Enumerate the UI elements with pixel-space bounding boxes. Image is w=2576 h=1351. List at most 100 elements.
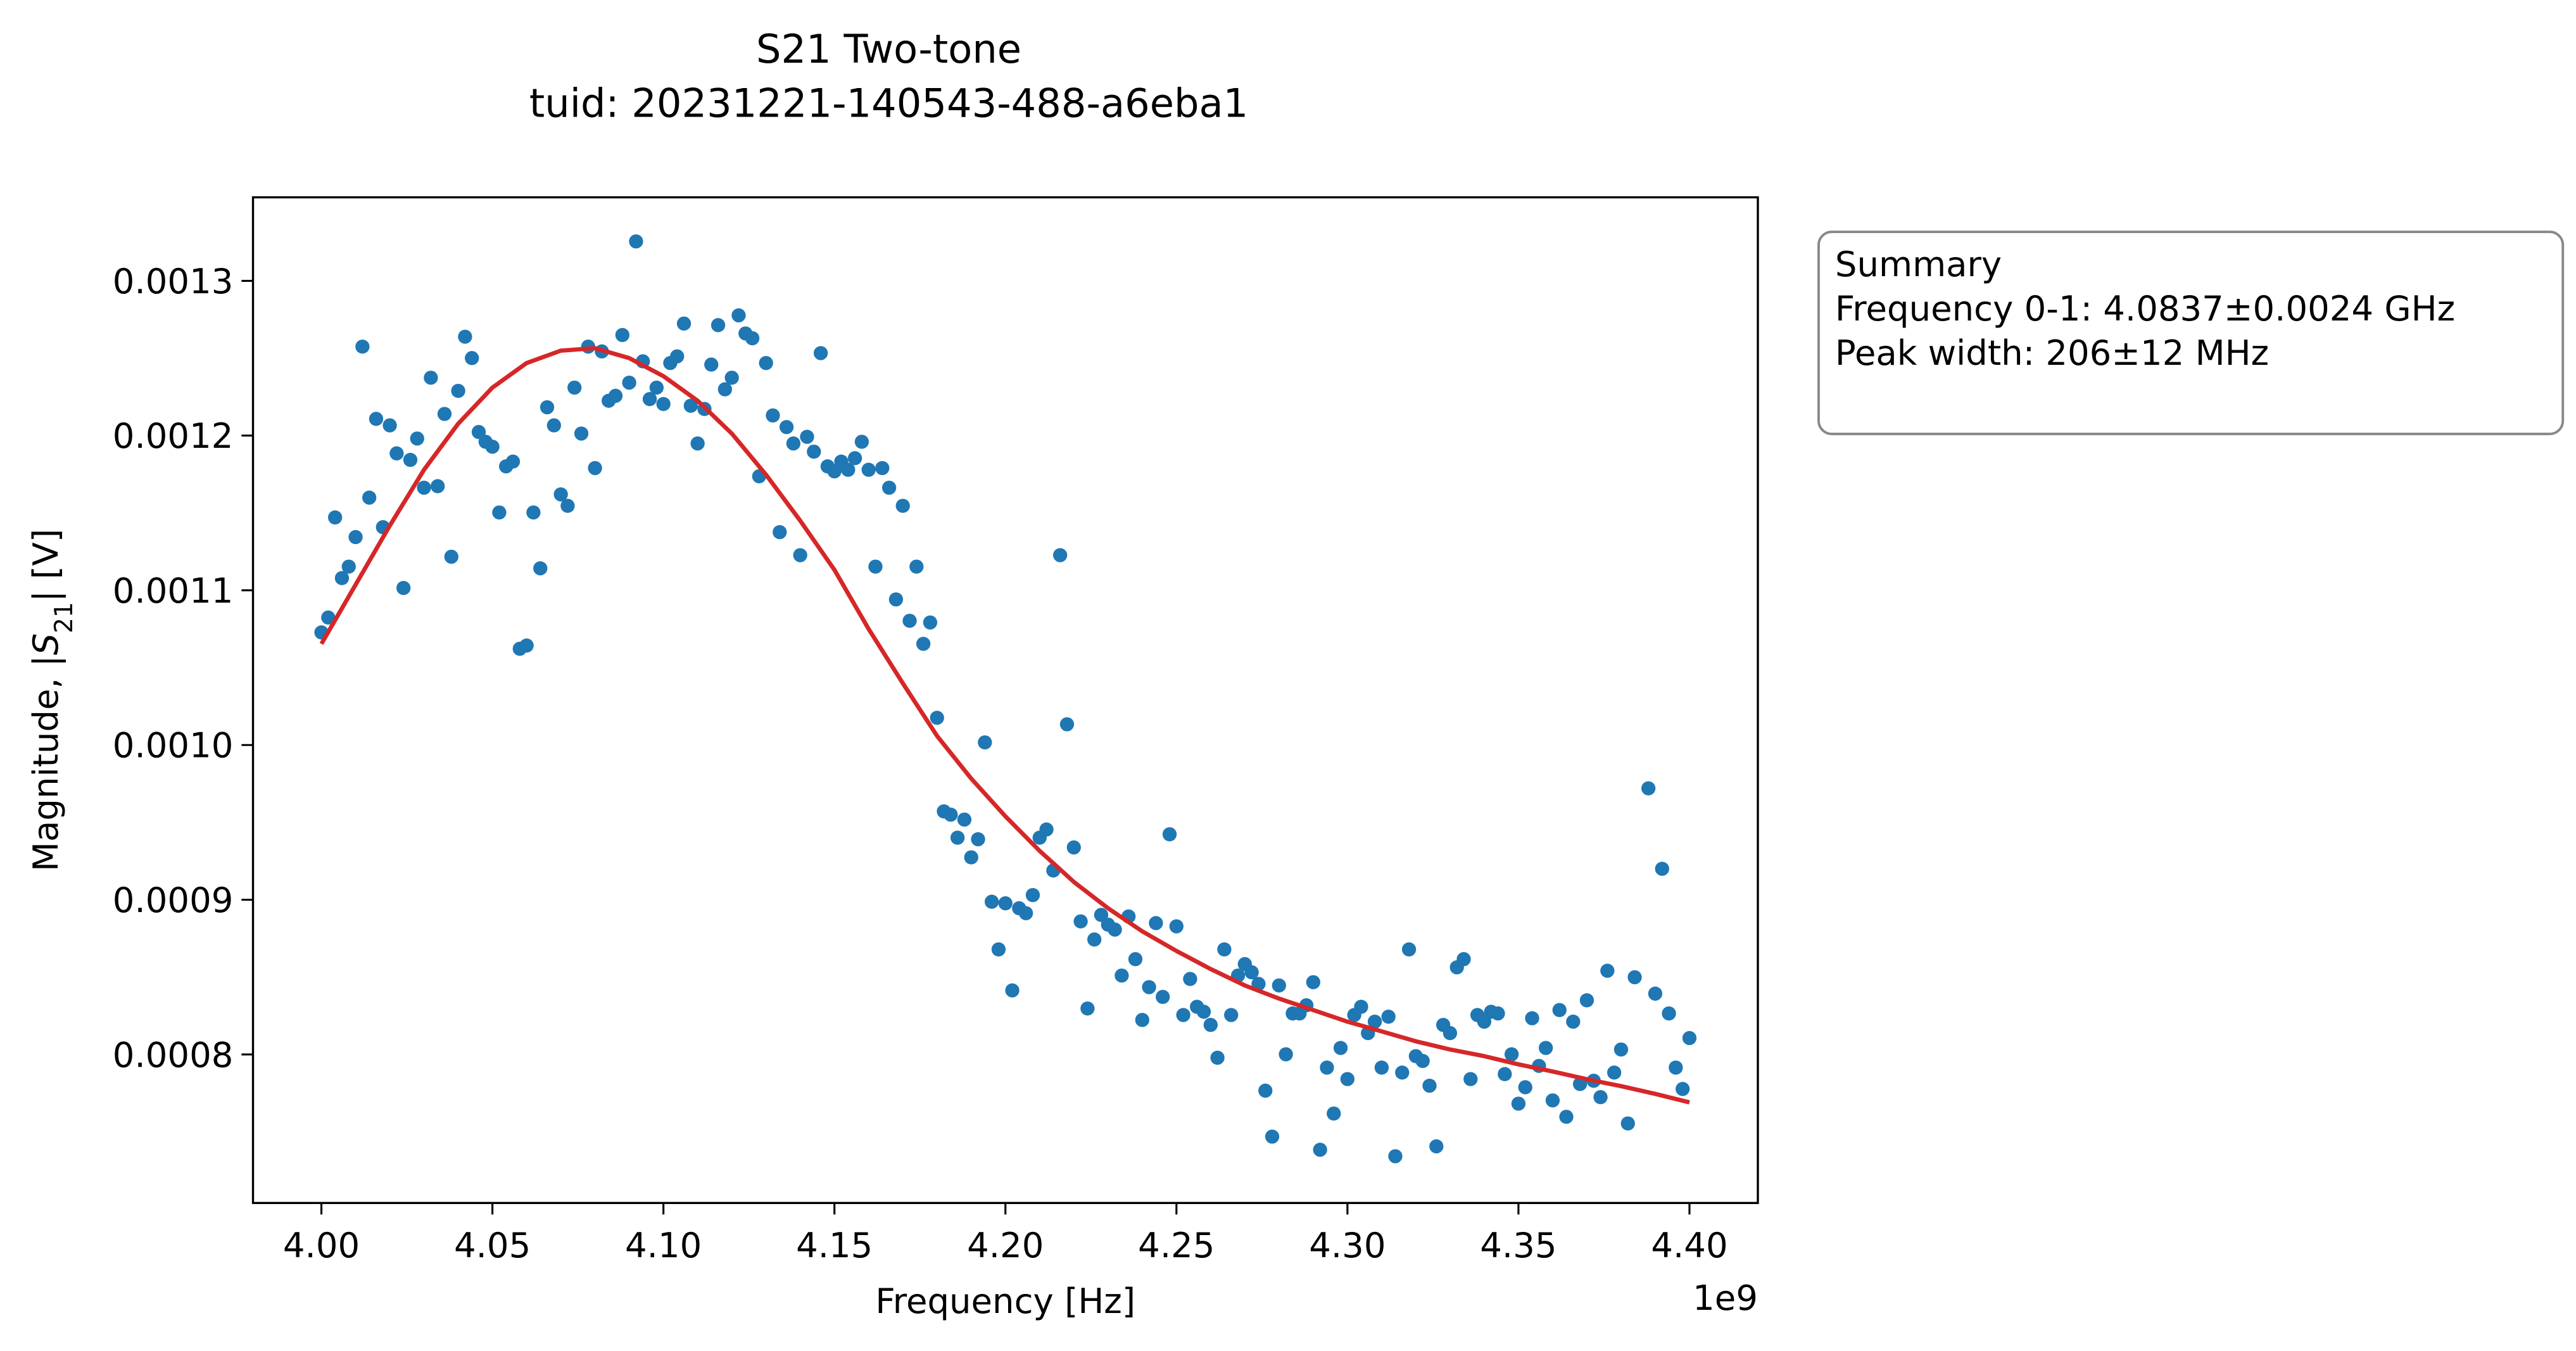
data-point: [1669, 1060, 1683, 1075]
data-point: [431, 479, 445, 493]
data-point: [424, 371, 438, 385]
data-point: [1258, 1083, 1273, 1098]
data-point: [546, 418, 561, 433]
data-point: [1422, 1078, 1437, 1093]
data-point: [1463, 1072, 1478, 1086]
data-point: [519, 638, 534, 653]
data-point: [1477, 1014, 1492, 1029]
data-point: [1627, 970, 1642, 985]
data-point: [1135, 1013, 1149, 1027]
chart-title: S21 Two-tone: [756, 26, 1021, 72]
data-point: [1340, 1072, 1355, 1086]
data-point: [1128, 952, 1143, 967]
data-point: [875, 460, 890, 476]
data-point: [1525, 1011, 1539, 1025]
data-point: [841, 462, 856, 477]
data-point: [389, 446, 404, 460]
data-point: [916, 637, 931, 651]
data-point: [676, 316, 691, 331]
data-point: [1265, 1129, 1280, 1144]
data-point: [417, 480, 431, 495]
y-tick-label: 0.0012: [113, 415, 234, 456]
data-point: [1039, 822, 1054, 837]
data-point: [1607, 1065, 1622, 1080]
data-point: [759, 355, 773, 371]
y-tick-label: 0.0010: [113, 725, 234, 766]
data-point: [1087, 932, 1102, 947]
data-point: [485, 440, 500, 454]
y-axis-label: Magnitude, |S21| [V]: [25, 529, 78, 872]
data-point: [731, 308, 746, 323]
data-point: [533, 561, 548, 576]
data-point: [690, 436, 705, 451]
data-point: [1162, 827, 1177, 842]
data-point: [1682, 1031, 1697, 1046]
x-tick-label: 4.15: [796, 1225, 873, 1265]
data-point: [1552, 1003, 1567, 1017]
data-point: [1142, 980, 1156, 994]
x-tick-label: 4.00: [283, 1225, 360, 1265]
data-point: [567, 380, 582, 395]
data-point: [1053, 548, 1068, 562]
data-point: [971, 832, 985, 847]
data-point: [1538, 1041, 1553, 1055]
data-point: [813, 346, 828, 360]
data-point: [1655, 861, 1669, 876]
data-point: [1662, 1006, 1676, 1021]
data-point: [615, 327, 630, 343]
data-point: [1401, 942, 1417, 957]
data-point: [793, 548, 807, 562]
data-point: [1066, 840, 1081, 855]
data-point: [923, 615, 938, 630]
data-point: [717, 382, 733, 396]
data-point: [909, 559, 924, 574]
data-point: [902, 613, 917, 628]
data-point: [1429, 1139, 1444, 1154]
data-point: [1183, 972, 1197, 986]
data-point: [369, 412, 384, 426]
data-point: [786, 436, 801, 451]
data-point: [540, 400, 555, 415]
summary-line: Peak width: 206±12 MHz: [1835, 333, 2269, 373]
data-point: [773, 524, 787, 540]
data-point: [642, 391, 657, 407]
summary-box: [1817, 231, 2565, 436]
data-point: [1313, 1143, 1327, 1157]
data-point: [1593, 1090, 1608, 1105]
data-point: [348, 530, 363, 545]
x-tick-label: 4.25: [1138, 1225, 1215, 1265]
data-point: [888, 592, 904, 607]
data-point: [847, 451, 862, 466]
data-point: [526, 505, 541, 520]
data-point: [861, 462, 876, 477]
data-point: [957, 812, 972, 827]
data-point: [1559, 1110, 1574, 1124]
data-point: [1511, 1096, 1526, 1111]
data-point: [1518, 1080, 1532, 1094]
data-point: [465, 351, 479, 365]
x-offset-label: 1e9: [1693, 1278, 1758, 1318]
data-point: [1019, 906, 1033, 920]
data-point: [444, 549, 458, 564]
y-tick-label: 0.0009: [113, 880, 234, 920]
data-point: [1203, 1017, 1218, 1032]
data-point: [1443, 1025, 1458, 1041]
data-point: [895, 498, 910, 513]
data-point: [881, 480, 897, 495]
data-point: [1374, 1060, 1389, 1075]
data-point: [382, 418, 397, 433]
data-point: [1676, 1082, 1690, 1096]
data-point: [437, 407, 452, 421]
x-tick-label: 4.30: [1309, 1225, 1386, 1265]
summary-line: Summary: [1835, 244, 2002, 284]
data-point: [451, 383, 465, 398]
data-point: [458, 329, 472, 344]
data-point: [1456, 952, 1471, 967]
data-point: [553, 487, 568, 502]
data-point: [649, 380, 664, 395]
data-point: [978, 735, 992, 750]
data-point: [362, 490, 377, 505]
data-point: [964, 850, 978, 865]
data-point: [1156, 989, 1170, 1005]
